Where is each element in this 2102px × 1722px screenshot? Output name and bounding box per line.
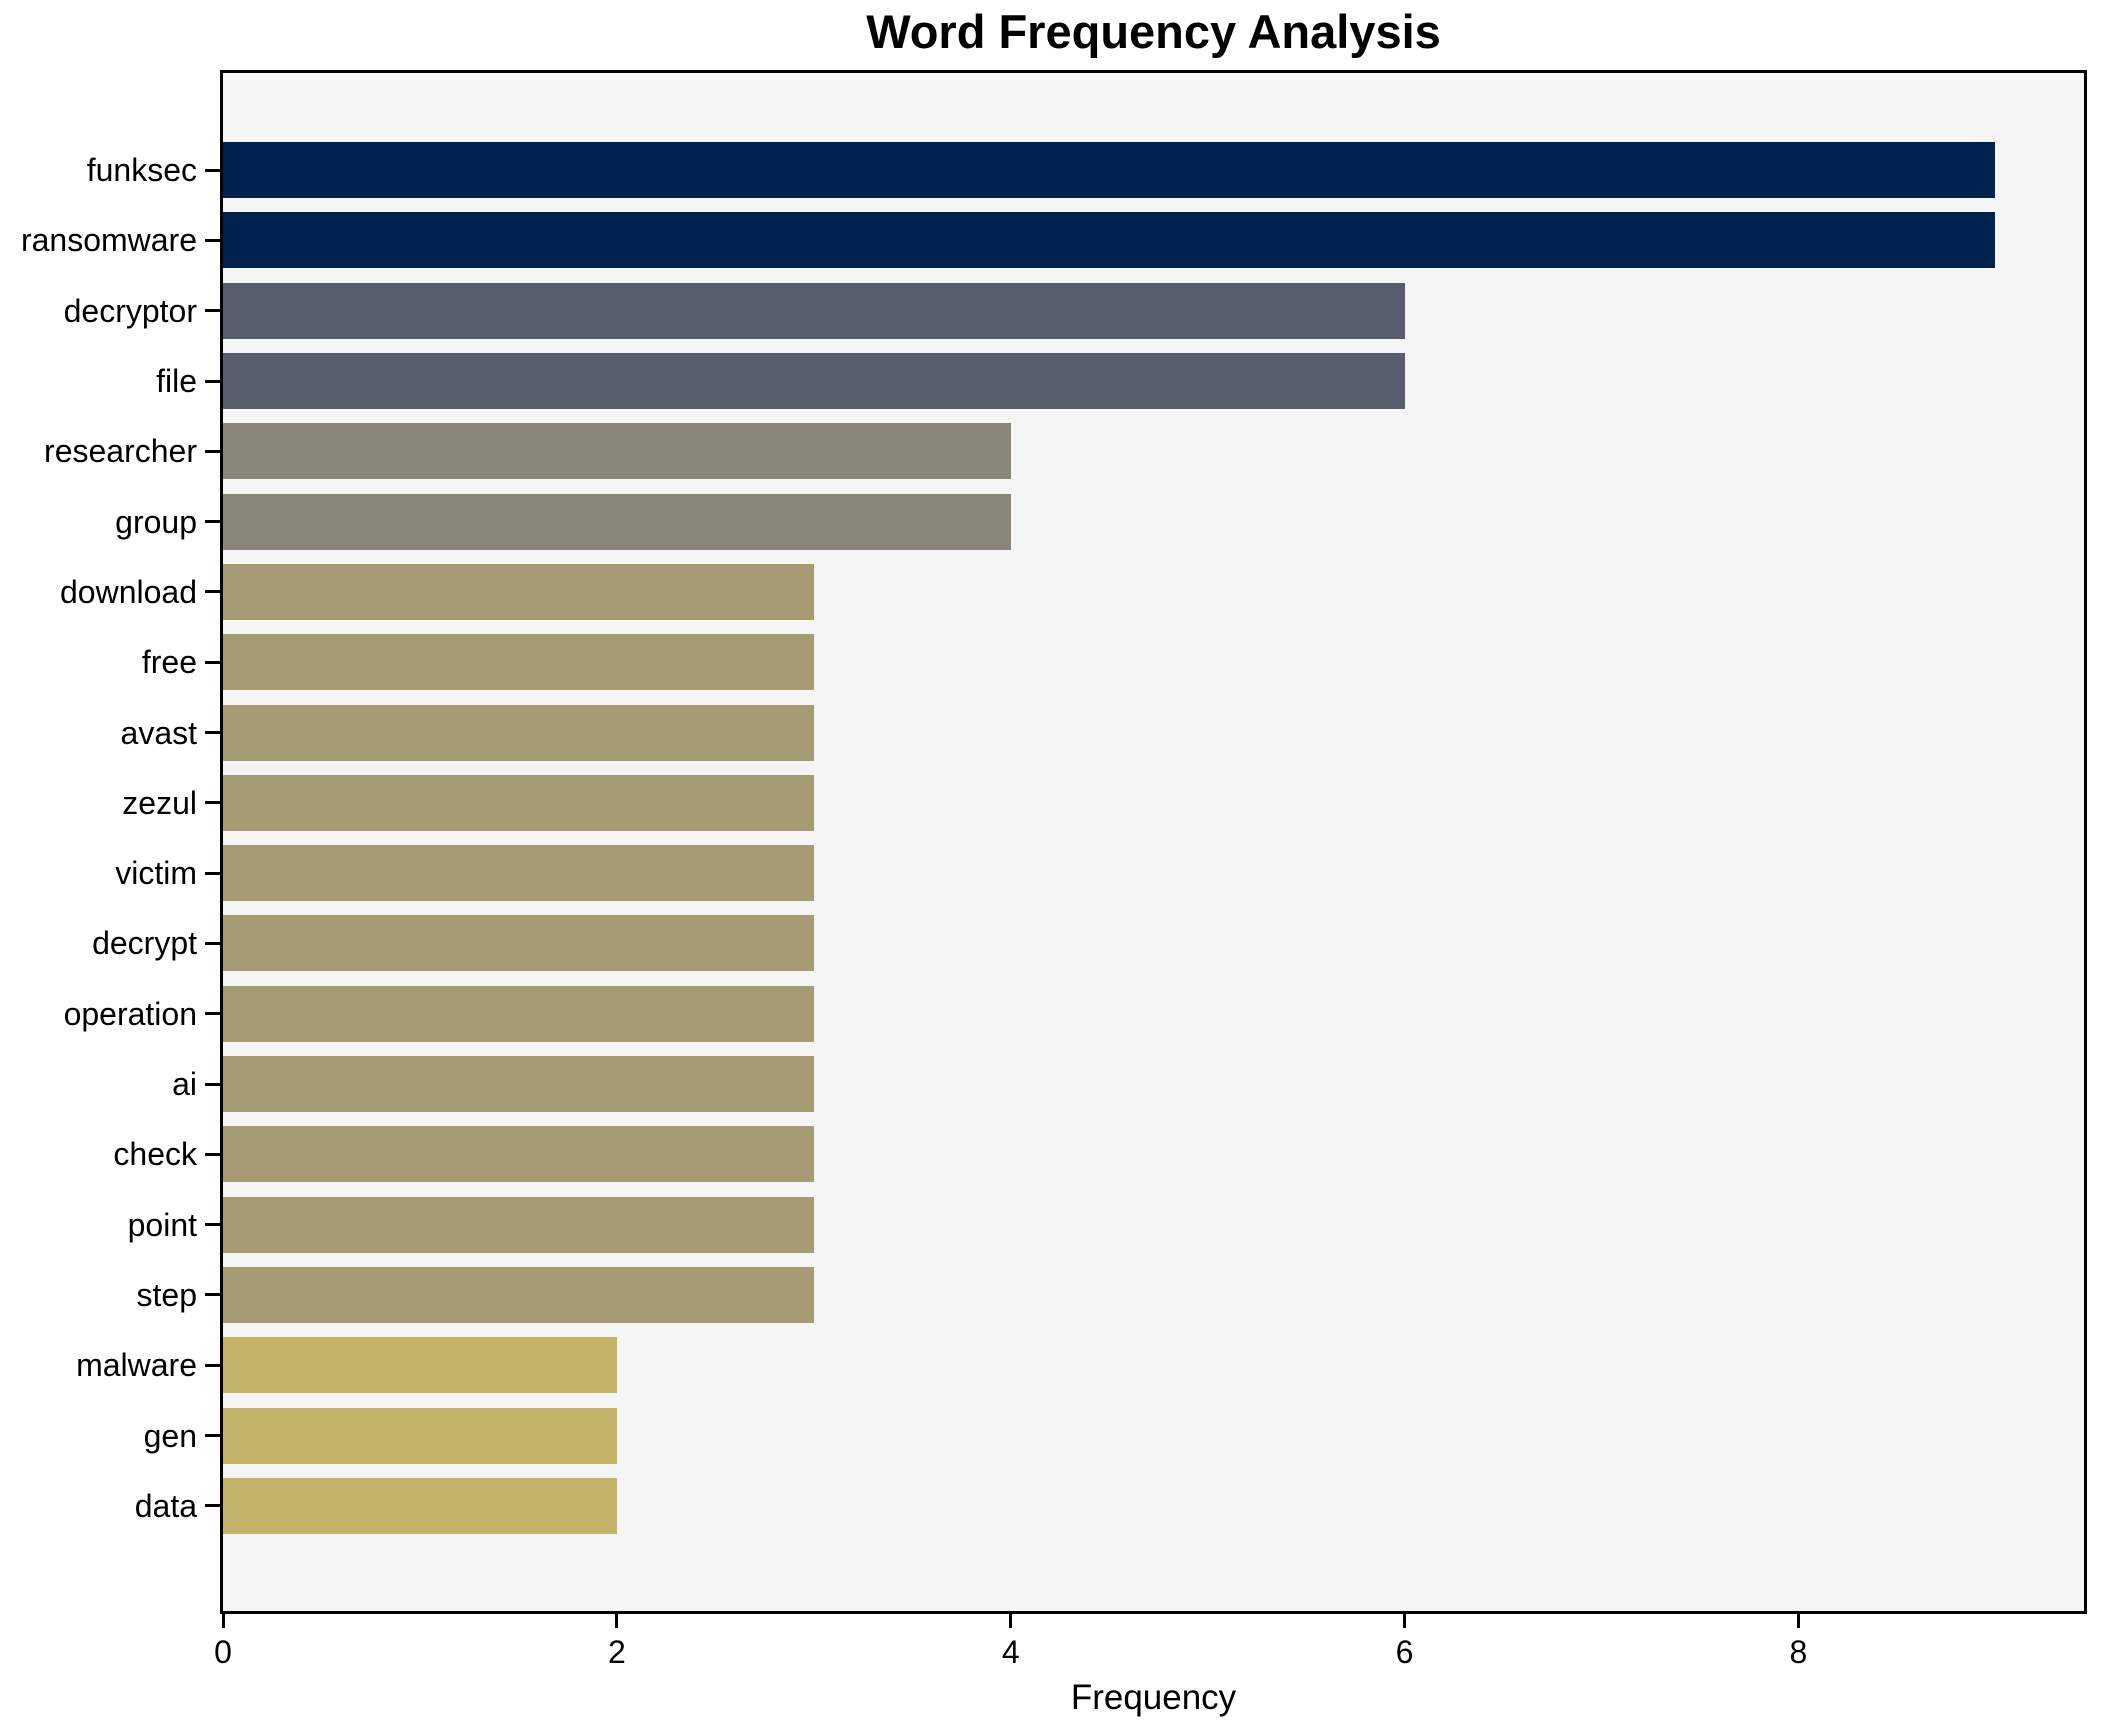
y-tick-label-decrypt: decrypt [92,925,197,962]
x-tick-label-0: 0 [214,1634,232,1670]
bar-download [223,563,814,620]
bar-point [223,1196,814,1253]
y-tick-mark [205,1434,220,1438]
y-tick-label-decryptor: decryptor [63,292,197,329]
y-tick-label-point: point [127,1206,197,1243]
plot-area [220,70,2087,1614]
y-tick-mark [205,871,220,875]
x-tick-label-6: 6 [1395,1634,1414,1670]
y-tick-label-file: file [156,363,197,400]
y-tick-mark [205,1152,220,1156]
x-tick-label-8: 8 [1789,1634,1808,1670]
y-tick-mark [205,1012,220,1016]
y-tick-mark [205,1082,220,1086]
y-tick-mark [205,238,220,242]
bar-step [223,1266,814,1323]
bar-free [223,634,814,691]
y-tick-label-free: free [141,644,197,681]
y-tick-mark [205,309,220,313]
y-tick-mark [205,520,220,524]
y-tick-label-ai: ai [172,1066,197,1103]
bar-malware [223,1337,617,1394]
y-tick-label-funksec: funksec [86,152,197,189]
bar-file [223,353,1405,410]
bar-check [223,1126,814,1183]
y-tick-mark [205,449,220,453]
bar-decryptor [223,282,1405,339]
bar-ransomware [223,212,1996,269]
y-tick-label-step: step [136,1276,197,1313]
x-tick-mark [1796,1614,1800,1628]
y-tick-label-ransomware: ransomware [20,222,197,259]
y-tick-label-data: data [134,1487,197,1524]
x-tick-label-2: 2 [607,1634,626,1670]
y-tick-mark [205,660,220,664]
x-tick-mark [1403,1614,1407,1628]
y-tick-mark [205,1293,220,1297]
y-tick-label-victim: victim [115,855,197,892]
bar-zezul [223,774,814,831]
y-tick-label-avast: avast [120,714,197,751]
x-axis-label: Frequency [1070,1678,1237,1717]
y-tick-label-download: download [60,573,197,610]
y-tick-label-malware: malware [76,1347,197,1384]
x-tick-mark [1009,1614,1013,1628]
bar-funksec [223,142,1996,199]
y-tick-label-zezul: zezul [122,784,197,821]
bar-data [223,1477,617,1534]
x-tick-mark [615,1614,619,1628]
y-tick-mark [205,590,220,594]
y-tick-mark [205,941,220,945]
y-tick-mark [205,1223,220,1227]
chart-title: Word Frequency Analysis [866,5,1441,58]
y-tick-label-group: group [115,503,197,540]
bar-operation [223,985,814,1042]
y-tick-mark [205,1504,220,1508]
bar-group [223,493,1011,550]
y-tick-mark [205,731,220,735]
y-tick-mark [205,801,220,805]
x-tick-label-4: 4 [1001,1634,1020,1670]
bar-victim [223,845,814,902]
bar-avast [223,704,814,761]
y-tick-label-check: check [113,1136,197,1173]
bar-gen [223,1407,617,1464]
y-tick-label-gen: gen [143,1417,197,1454]
y-tick-mark [205,379,220,383]
y-tick-label-operation: operation [63,995,197,1032]
x-tick-mark [221,1614,225,1628]
y-tick-mark [205,168,220,172]
bar-researcher [223,423,1011,480]
y-tick-mark [205,1363,220,1367]
bar-ai [223,1056,814,1113]
y-tick-label-researcher: researcher [44,433,197,470]
bar-decrypt [223,915,814,972]
